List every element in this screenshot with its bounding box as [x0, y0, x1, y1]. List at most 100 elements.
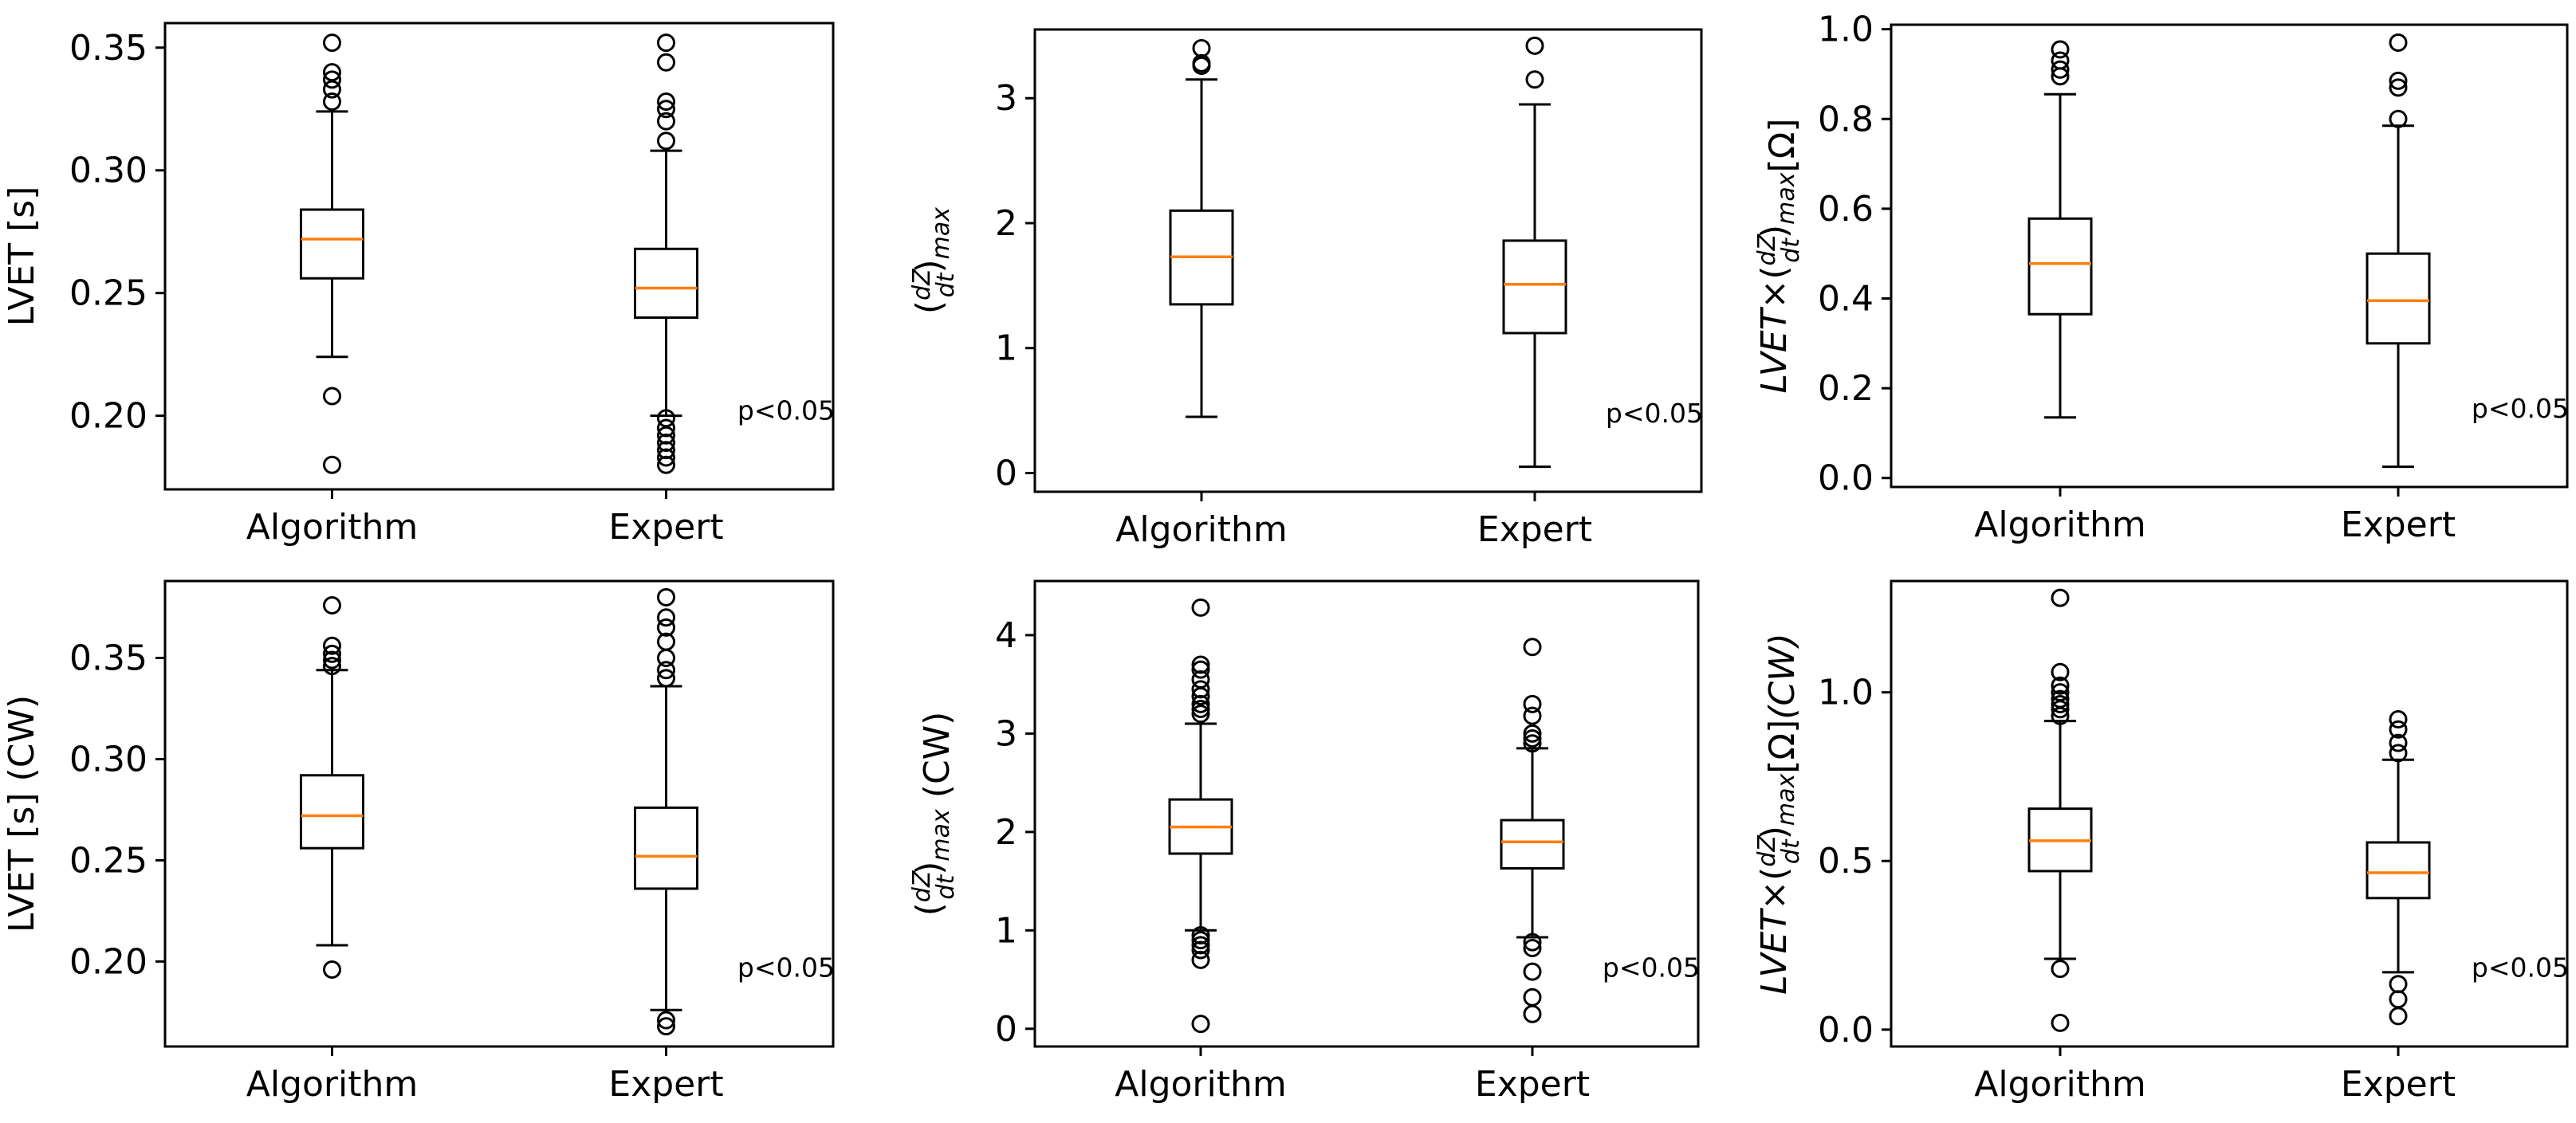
outlier-point — [2389, 720, 2408, 739]
outlier-point — [1523, 729, 1542, 748]
y-tick-label: 0.8 — [1818, 99, 1874, 139]
outlier-point — [1191, 1015, 1210, 1034]
y-tick-label: 3 — [995, 78, 1017, 119]
outlier-point — [1525, 70, 1544, 89]
outlier-point — [1523, 724, 1542, 743]
outlier-point — [323, 92, 341, 112]
outlier-point — [2051, 1013, 2070, 1032]
y-tick-label: 0.5 — [1818, 841, 1874, 882]
chart-panel-top-right: 0.0 0.2 0.4 0.6 0.8 1.0 Algorithm Expert p<0.05 L… — [1753, 10, 2569, 545]
y-tick-label: 0.20 — [69, 396, 147, 437]
p-value-annotation: p<0.05 — [1606, 398, 1703, 429]
box-expert — [1502, 36, 1567, 469]
y-tick-label: 1.0 — [1818, 10, 1874, 50]
y-tick-label: 0.30 — [69, 739, 147, 779]
outlier-point — [1523, 962, 1542, 981]
outlier-point — [1523, 939, 1542, 958]
axes-frame — [1033, 28, 1703, 493]
chart-panel-bottom-right: 0.0 0.5 1.0 Algorithm Expert p<0.05 LVET×(dZdt… — [1753, 579, 2569, 1105]
x-tick-label: Expert — [2341, 505, 2456, 545]
outlier-point — [2389, 33, 2408, 53]
outlier-point — [1523, 694, 1542, 713]
outlier-point — [657, 441, 675, 460]
chart-panel-bottom-left: 0.20 0.25 0.30 0.35 Algorithm Expert p<0.05 LVE… — [2, 579, 835, 1105]
outlier-point — [2051, 60, 2070, 79]
outlier-point — [657, 455, 675, 474]
outlier-point — [2389, 78, 2408, 97]
chart-panel-top-middle: 0 1 2 3 Algorithm Expert p<0.05 (dZdt)max — [908, 28, 1703, 550]
outlier-point — [1191, 660, 1210, 679]
outlier-point — [2051, 676, 2070, 695]
outlier-point — [657, 100, 675, 119]
x-tick-label: Algorithm — [1115, 509, 1288, 550]
outlier-point — [323, 650, 341, 669]
iqr-box — [634, 247, 698, 319]
outlier-point — [323, 636, 341, 655]
axes-frame — [1890, 579, 2569, 1048]
x-tick-label: Expert — [1477, 509, 1592, 550]
axes-frame — [1890, 23, 2569, 489]
y-axis-label: LVET×(dZdt)max[Ω] — [1753, 118, 1805, 393]
y-tick-label: 0.35 — [69, 638, 147, 678]
outlier-point — [1523, 734, 1542, 753]
outlier-point — [2389, 71, 2408, 90]
y-tick-label: 1 — [995, 910, 1017, 951]
x-tick-label: Expert — [608, 507, 723, 548]
y-tick-label: 0.30 — [69, 151, 147, 191]
y-tick-label: 0.2 — [1818, 368, 1874, 409]
outlier-point — [2389, 733, 2408, 752]
outlier-point — [657, 426, 675, 445]
outlier-point — [657, 1011, 675, 1030]
outlier-point — [1523, 933, 1542, 952]
outlier-point — [323, 80, 341, 99]
y-tick-label: 0.0 — [1818, 458, 1874, 499]
outlier-point — [323, 960, 341, 980]
box-algorithm — [1169, 39, 1234, 418]
outlier-point — [1525, 36, 1544, 55]
y-tick-label: 0 — [995, 1009, 1017, 1050]
box-algorithm — [1168, 598, 1233, 1034]
iqr-box — [2027, 217, 2093, 316]
outlier-point — [657, 1017, 675, 1036]
outlier-point — [1191, 705, 1210, 724]
box-algorithm — [2027, 588, 2093, 1032]
x-tick-label: Algorithm — [1974, 1064, 2146, 1105]
outlier-point — [323, 387, 341, 406]
outlier-point — [323, 595, 341, 615]
outlier-point — [2389, 744, 2408, 763]
y-axis-label: (dZdt)max — [908, 207, 960, 314]
outlier-point — [323, 33, 341, 53]
outlier-point — [657, 587, 675, 607]
iqr-box — [634, 806, 698, 890]
y-tick-label: 3 — [995, 713, 1017, 754]
outlier-point — [1191, 936, 1210, 955]
outlier-point — [1523, 988, 1542, 1007]
box-algorithm — [2027, 40, 2093, 419]
y-tick-label: 0.25 — [69, 273, 147, 314]
y-tick-label: 0.0 — [1818, 1010, 1874, 1050]
iqr-box — [2366, 252, 2431, 345]
y-tick-label: 1 — [995, 328, 1017, 369]
box-expert — [2366, 710, 2431, 1026]
outlier-point — [1191, 931, 1210, 950]
outlier-point — [2389, 975, 2408, 994]
iqr-box — [300, 774, 364, 850]
box-expert — [2366, 33, 2431, 469]
outlier-point — [1523, 638, 1542, 657]
outlier-point — [657, 112, 675, 131]
outlier-point — [1192, 39, 1211, 58]
outlier-point — [323, 70, 341, 89]
p-value-annotation: p<0.05 — [2472, 952, 2569, 983]
chart-panel-bottom-middle: 0 1 2 3 4 Algorithm Expert p<0.05 (dZdt)max (CW) — [908, 579, 1700, 1105]
y-tick-label: 0.20 — [69, 941, 147, 982]
chart-panel-top-left: 0.20 0.25 0.30 0.35 Algorithm Expert p<0.05 LVE… — [2, 22, 835, 548]
y-tick-label: 0.25 — [69, 840, 147, 881]
y-axis-label: LVET [s] (CW) — [2, 695, 42, 933]
outlier-point — [323, 455, 341, 474]
y-tick-label: 4 — [995, 615, 1017, 656]
y-tick-label: 0.6 — [1818, 189, 1874, 230]
outlier-point — [657, 33, 675, 53]
y-axis-label: (dZdt)max (CW) — [908, 712, 960, 917]
box-expert — [1500, 638, 1565, 1023]
